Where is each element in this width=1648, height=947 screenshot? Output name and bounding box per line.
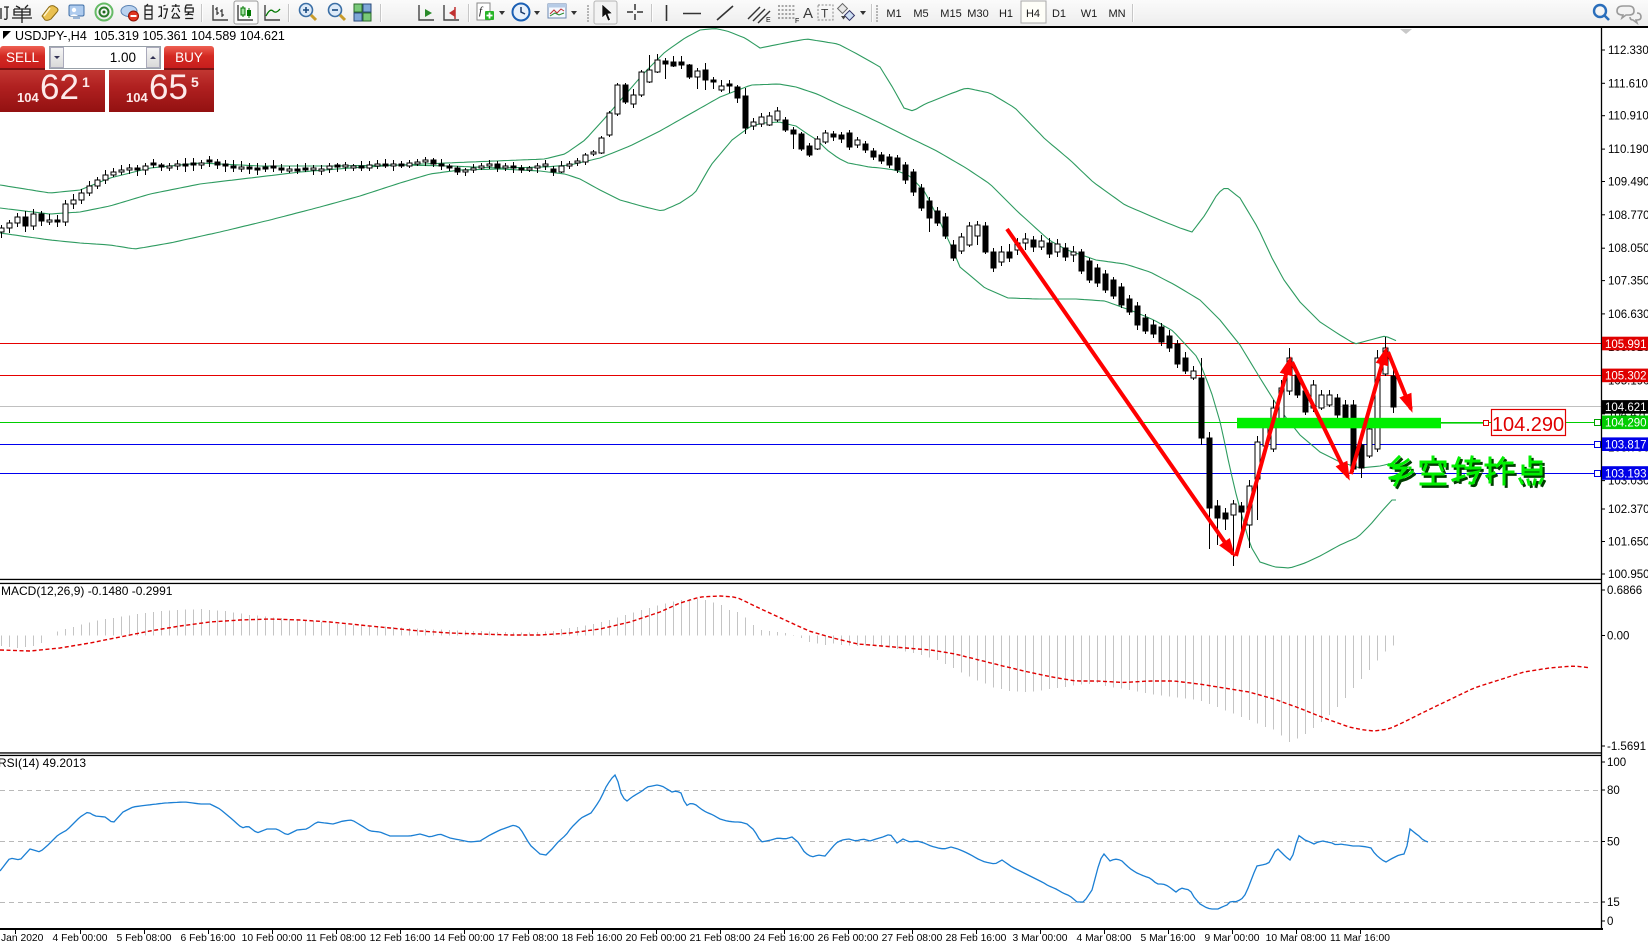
svg-text:102.370: 102.370 [1608,504,1648,516]
svg-text:50: 50 [1607,837,1620,849]
svg-text:F: F [795,18,799,25]
svg-text:104.290: 104.290 [1605,418,1647,430]
svg-text:E: E [766,17,771,24]
svg-text:24 Feb 16:00: 24 Feb 16:00 [754,933,815,944]
svg-text:6 Feb 16:00: 6 Feb 16:00 [181,933,236,944]
svg-text:27 Feb 08:00: 27 Feb 08:00 [882,933,943,944]
svg-text:f: f [479,5,484,17]
svg-text:106.630: 106.630 [1608,309,1648,321]
svg-text:MACD(12,26,9) -0.1480 -0.2991: MACD(12,26,9) -0.1480 -0.2991 [1,584,173,598]
svg-text:4 Feb 00:00: 4 Feb 00:00 [53,933,108,944]
svg-text:103.817: 103.817 [1605,440,1647,452]
svg-text:M1: M1 [886,8,901,20]
svg-text:M30: M30 [967,8,988,20]
svg-text:80: 80 [1607,785,1620,797]
svg-text:RSI(14) 49.2013: RSI(14) 49.2013 [0,756,86,770]
svg-text:28 Feb 16:00: 28 Feb 16:00 [946,933,1007,944]
svg-text:H4: H4 [1026,8,1040,20]
svg-text:101.650: 101.650 [1608,537,1648,549]
svg-text:104.621: 104.621 [1605,402,1647,414]
svg-text:100.950: 100.950 [1608,569,1648,581]
svg-text:15: 15 [1607,897,1620,909]
svg-text:M5: M5 [913,8,928,20]
svg-text:10 Feb 00:00: 10 Feb 00:00 [242,933,303,944]
svg-text:11 Mar 16:00: 11 Mar 16:00 [1330,933,1390,944]
svg-text:107.350: 107.350 [1608,276,1648,288]
svg-text:18 Feb 16:00: 18 Feb 16:00 [562,933,623,944]
svg-text:20 Feb 00:00: 20 Feb 00:00 [626,933,687,944]
svg-text:12 Feb 16:00: 12 Feb 16:00 [370,933,431,944]
svg-text:108.050: 108.050 [1608,243,1648,255]
svg-text:M15: M15 [940,8,961,20]
svg-text:110.190: 110.190 [1608,144,1648,156]
svg-text:Jan 2020: Jan 2020 [1,933,44,944]
svg-text:USDJPY-,H4 105.319 105.361 10: USDJPY-,H4 105.319 105.361 104.589 104.6… [15,29,285,43]
svg-text:26 Feb 00:00: 26 Feb 00:00 [818,933,879,944]
svg-text:104.290: 104.290 [1492,414,1564,436]
svg-text:3 Mar 00:00: 3 Mar 00:00 [1013,933,1068,944]
svg-text:21 Feb 08:00: 21 Feb 08:00 [690,933,751,944]
svg-text:W1: W1 [1081,8,1098,20]
svg-text:T: T [821,7,829,21]
svg-text:100: 100 [1607,757,1626,769]
svg-text:5 Feb 08:00: 5 Feb 08:00 [117,933,172,944]
svg-text:MN: MN [1108,8,1125,20]
svg-text:H1: H1 [999,8,1013,20]
svg-text:10 Mar 08:00: 10 Mar 08:00 [1266,933,1327,944]
svg-text:105.991: 105.991 [1605,339,1647,351]
svg-text:0.00: 0.00 [1607,631,1629,643]
svg-text:9 Mar 00:00: 9 Mar 00:00 [1205,933,1260,944]
svg-text:108.770: 108.770 [1608,210,1648,222]
svg-text:105.302: 105.302 [1605,371,1647,383]
svg-text:103.193: 103.193 [1605,468,1647,480]
svg-text:14 Feb 00:00: 14 Feb 00:00 [434,933,495,944]
svg-text:A: A [803,5,813,22]
svg-text:17 Feb 08:00: 17 Feb 08:00 [498,933,559,944]
svg-text:112.330: 112.330 [1608,45,1648,57]
svg-text:5 Mar 16:00: 5 Mar 16:00 [1141,933,1196,944]
svg-text:111.610: 111.610 [1608,78,1648,90]
svg-text:0.6866: 0.6866 [1607,585,1642,597]
svg-text:D1: D1 [1052,8,1066,20]
svg-text:109.490: 109.490 [1608,177,1648,189]
svg-text:-1.5691: -1.5691 [1607,741,1646,753]
svg-text:11 Feb 08:00: 11 Feb 08:00 [306,933,366,944]
svg-text:0: 0 [1607,916,1613,928]
svg-text:4 Mar 08:00: 4 Mar 08:00 [1077,933,1132,944]
svg-text:110.910: 110.910 [1608,111,1648,123]
